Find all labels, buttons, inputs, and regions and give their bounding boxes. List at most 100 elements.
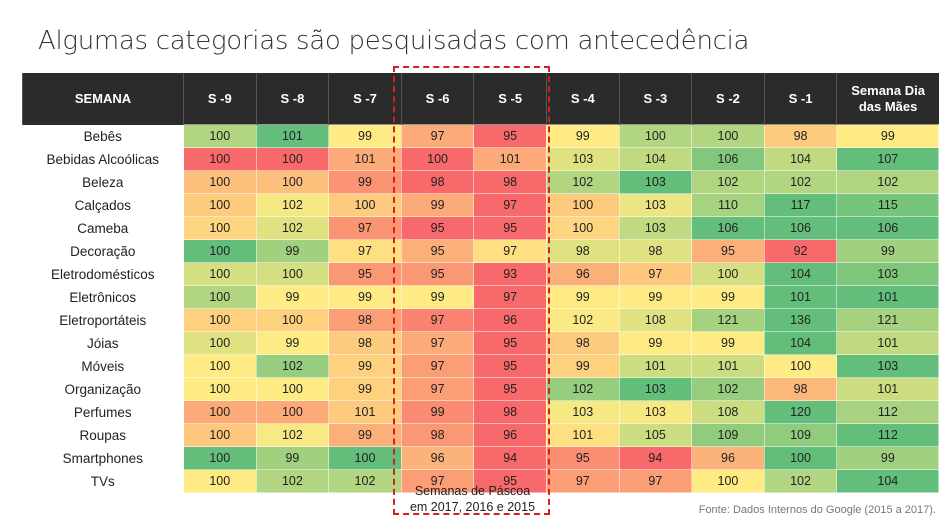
row-label: Calçados <box>22 193 184 217</box>
heatmap-cell: 101 <box>473 147 547 171</box>
heatmap-cell: 121 <box>691 308 765 332</box>
heatmap-cell: 103 <box>836 354 940 378</box>
heatmap-cell: 98 <box>328 331 402 355</box>
heatmap-cell: 100 <box>691 469 765 493</box>
heatmap-cell: 103 <box>545 147 620 171</box>
heatmap-cell: 102 <box>836 170 940 194</box>
heatmap-cell: 95 <box>400 239 475 263</box>
heatmap-cell: 101 <box>836 377 940 401</box>
heatmap-cell: 99 <box>545 285 620 309</box>
column-header: S -9 <box>183 73 257 125</box>
heatmap-cell: 95 <box>691 239 765 263</box>
heatmap-cell: 99 <box>836 124 940 148</box>
table-row: Jóias 100 99 98 97 95 98 99 99 104 101 <box>22 331 940 355</box>
heatmap-cell: 136 <box>763 308 838 332</box>
column-header: S -8 <box>255 73 329 125</box>
row-label: Jóias <box>22 331 184 355</box>
row-label: Móveis <box>22 354 184 378</box>
row-label: Smartphones <box>22 446 184 470</box>
heatmap-cell: 112 <box>836 400 940 424</box>
heatmap-cell: 99 <box>400 400 475 424</box>
heatmap-cell: 97 <box>618 262 693 286</box>
heatmap-cell: 102 <box>328 469 402 493</box>
heatmap-cell: 106 <box>763 216 838 240</box>
table-row: Móveis 100 102 99 97 95 99 101 101 100 103 <box>22 354 940 378</box>
heatmap-cell: 97 <box>400 308 475 332</box>
heatmap-cell: 99 <box>400 285 475 309</box>
row-label: Eletroportáteis <box>22 308 184 332</box>
heatmap-cell: 97 <box>473 239 547 263</box>
table-row: Perfumes 100 100 101 99 98 103 103 108 120 112 <box>22 400 940 424</box>
heatmap-cell: 105 <box>618 423 693 447</box>
heatmap-cell: 112 <box>836 423 940 447</box>
heatmap-cell: 96 <box>400 446 475 470</box>
heatmap-cell: 103 <box>618 400 693 424</box>
heatmap-cell: 100 <box>183 147 257 171</box>
heatmap-cell: 100 <box>328 193 402 217</box>
heatmap-cell: 104 <box>836 469 940 493</box>
heatmap-cell: 101 <box>618 354 693 378</box>
heatmap-cell: 106 <box>691 216 765 240</box>
column-header: S -4 <box>545 73 620 125</box>
heatmap-cell: 99 <box>836 239 940 263</box>
heatmap-cell: 99 <box>328 377 402 401</box>
heatmap-cell: 100 <box>183 308 257 332</box>
heatmap-cell: 120 <box>763 400 838 424</box>
heatmap-cell: 103 <box>618 170 693 194</box>
heatmap-cell: 100 <box>183 193 257 217</box>
corner-header: SEMANA <box>22 73 184 125</box>
column-header: S -2 <box>691 73 765 125</box>
heatmap-cell: 98 <box>545 331 620 355</box>
heatmap-cell: 100 <box>183 124 257 148</box>
heatmap-cell: 102 <box>545 377 620 401</box>
heatmap-cell: 100 <box>183 354 257 378</box>
heatmap-cell: 99 <box>328 170 402 194</box>
heatmap-cell: 101 <box>328 400 402 424</box>
heatmap-cell: 96 <box>691 446 765 470</box>
easter-caption: Semanas de Páscoa em 2017, 2016 e 2015 <box>395 483 550 515</box>
heatmap-cell: 97 <box>618 469 693 493</box>
heatmap-cell: 94 <box>473 446 547 470</box>
table-row: Decoração 100 99 97 95 97 98 98 95 92 99 <box>22 239 940 263</box>
table-row: Roupas 100 102 99 98 96 101 105 109 109 112 <box>22 423 940 447</box>
caption-line-1: Semanas de Páscoa <box>414 484 531 498</box>
heatmap-cell: 97 <box>400 331 475 355</box>
heatmap-cell: 103 <box>836 262 940 286</box>
heatmap-cell: 102 <box>255 423 330 447</box>
row-label: Bebidas Alcoólicas <box>22 147 184 171</box>
heatmap-cell: 95 <box>545 446 620 470</box>
heatmap-cell: 94 <box>618 446 693 470</box>
row-label: Eletrônicos <box>22 285 184 309</box>
heatmap-cell: 98 <box>328 308 402 332</box>
heatmap-cell: 100 <box>183 239 257 263</box>
heatmap-cell: 95 <box>473 469 547 493</box>
row-label: Cameba <box>22 216 184 240</box>
page-title: Algumas categorias são pesquisadas com a… <box>38 26 750 56</box>
heatmap-cell: 101 <box>545 423 620 447</box>
heatmap-cell: 95 <box>473 124 547 148</box>
heatmap-cell: 101 <box>836 285 940 309</box>
heatmap-cell: 104 <box>763 262 838 286</box>
heatmap-cell: 100 <box>691 262 765 286</box>
heatmap-cell: 100 <box>255 147 330 171</box>
heatmap-cell: 99 <box>255 446 330 470</box>
heatmap-cell: 100 <box>183 423 257 447</box>
heatmap-cell: 99 <box>328 124 402 148</box>
heatmap-cell: 100 <box>691 124 765 148</box>
table-row: Bebês 100 101 99 97 95 99 100 100 98 99 <box>22 124 940 148</box>
heatmap-cell: 98 <box>545 239 620 263</box>
heatmap-cell: 100 <box>255 170 330 194</box>
heatmap-cell: 100 <box>255 377 330 401</box>
heatmap-cell: 95 <box>473 331 547 355</box>
heatmap-cell: 101 <box>328 147 402 171</box>
heatmap-cell: 99 <box>836 446 940 470</box>
heatmap-cell: 99 <box>691 331 765 355</box>
header-row: SEMANA S -9 S -8 S -7 S -6 S -5 S -4 S -3 S -2 S… <box>22 73 939 125</box>
column-header: S -6 <box>400 73 474 125</box>
heatmap-cell: 104 <box>763 331 838 355</box>
heatmap-cell: 98 <box>763 377 838 401</box>
heatmap-cell: 100 <box>183 216 257 240</box>
heatmap-cell: 102 <box>255 469 330 493</box>
heatmap-cell: 121 <box>836 308 940 332</box>
heatmap-cell: 97 <box>328 216 402 240</box>
